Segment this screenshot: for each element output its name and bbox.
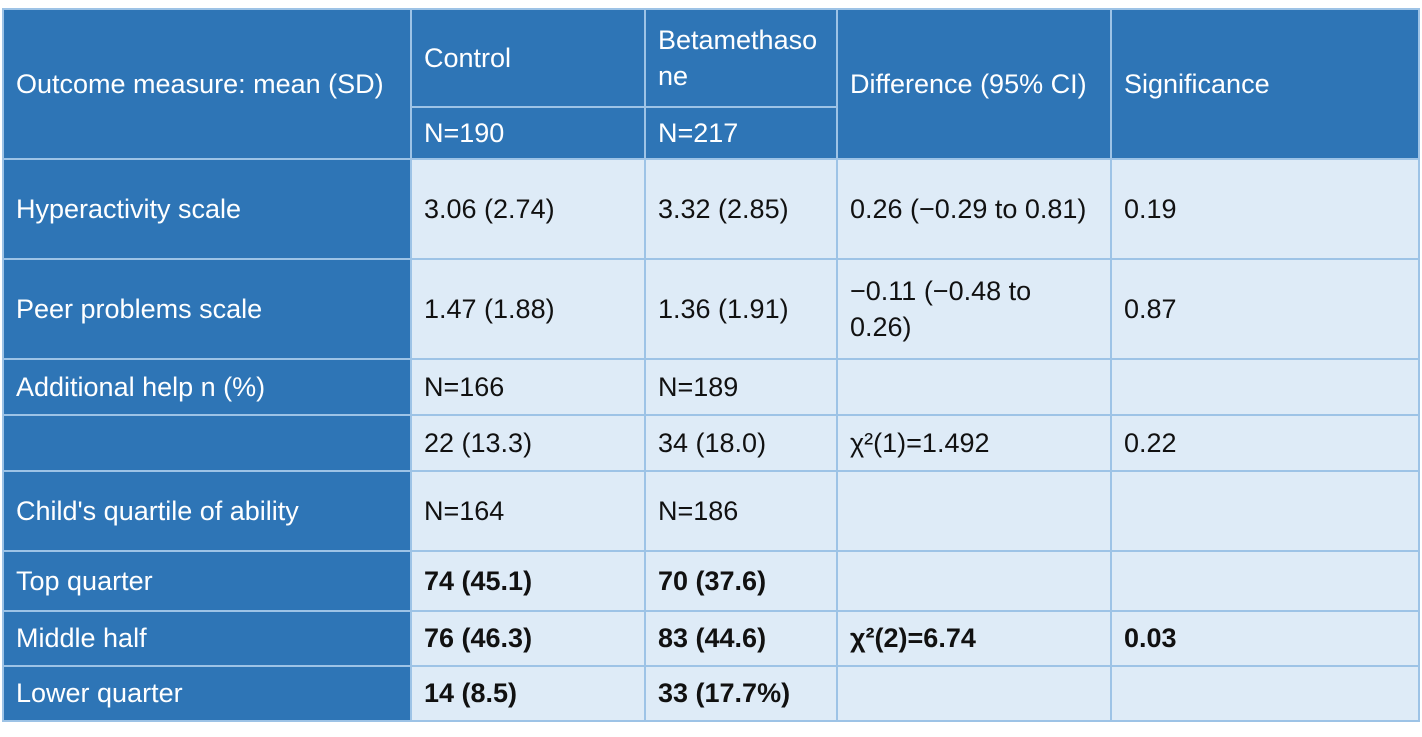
betamethasone-value: 70 (37.6) bbox=[646, 552, 836, 610]
header-row-groups: Outcome measure: mean (SD) Control Betam… bbox=[4, 10, 1418, 158]
control-value: 1.47 (1.88) bbox=[412, 260, 644, 358]
row-label: Lower quarter bbox=[4, 667, 410, 720]
control-value: 14 (8.5) bbox=[412, 667, 644, 720]
control-value: N=164 bbox=[412, 472, 644, 550]
difference-value bbox=[838, 667, 1110, 720]
significance-value: 0.87 bbox=[1112, 260, 1418, 358]
control-value: 3.06 (2.74) bbox=[412, 160, 644, 258]
difference-value: χ²(2)=6.74 bbox=[838, 612, 1110, 665]
table-row: Peer problems scale 1.47 (1.88) 1.36 (1.… bbox=[4, 260, 1418, 358]
header-control: Control bbox=[412, 10, 644, 106]
table-row: Top quarter 74 (45.1) 70 (37.6) bbox=[4, 552, 1418, 610]
significance-value bbox=[1112, 360, 1418, 414]
betamethasone-value: 33 (17.7%) bbox=[646, 667, 836, 720]
row-label bbox=[4, 416, 410, 470]
betamethasone-value: N=189 bbox=[646, 360, 836, 414]
control-value: 76 (46.3) bbox=[412, 612, 644, 665]
betamethasone-value: N=186 bbox=[646, 472, 836, 550]
significance-value bbox=[1112, 667, 1418, 720]
control-value: N=166 bbox=[412, 360, 644, 414]
row-label: Additional help n (%) bbox=[4, 360, 410, 414]
row-label: Hyperactivity scale bbox=[4, 160, 410, 258]
difference-value: 0.26 (−0.29 to 0.81) bbox=[838, 160, 1110, 258]
row-label: Peer problems scale bbox=[4, 260, 410, 358]
header-outcome-measure: Outcome measure: mean (SD) bbox=[4, 10, 410, 158]
row-label: Top quarter bbox=[4, 552, 410, 610]
header-row-n: N=190 N=217 bbox=[4, 108, 1418, 158]
table-row: Additional help n (%) N=166 N=189 bbox=[4, 360, 1418, 414]
difference-value: −0.11 (−0.48 to 0.26) bbox=[838, 260, 1110, 358]
significance-value bbox=[1112, 552, 1418, 610]
table-row: Hyperactivity scale 3.06 (2.74) 3.32 (2.… bbox=[4, 160, 1418, 258]
header-difference: Difference (95% CI) bbox=[838, 10, 1110, 158]
betamethasone-value: 3.32 (2.85) bbox=[646, 160, 836, 258]
table-row: Middle half 76 (46.3) 83 (44.6) χ²(2)=6.… bbox=[4, 612, 1418, 665]
difference-value bbox=[838, 472, 1110, 550]
betamethasone-value: 34 (18.0) bbox=[646, 416, 836, 470]
betamethasone-value: 1.36 (1.91) bbox=[646, 260, 836, 358]
control-value: 74 (45.1) bbox=[412, 552, 644, 610]
table-row: Child's quartile of ability N=164 N=186 bbox=[4, 472, 1418, 550]
row-label: Child's quartile of ability bbox=[4, 472, 410, 550]
row-label: Middle half bbox=[4, 612, 410, 665]
table-row: 22 (13.3) 34 (18.0) χ²(1)=1.492 0.22 bbox=[4, 416, 1418, 470]
header-betamethasone: Betamethasone bbox=[646, 10, 836, 106]
difference-value bbox=[838, 552, 1110, 610]
outcomes-table: Outcome measure: mean (SD) Control Betam… bbox=[2, 8, 1420, 722]
header-betamethasone-n: N=217 bbox=[646, 108, 836, 158]
significance-value bbox=[1112, 472, 1418, 550]
control-value: 22 (13.3) bbox=[412, 416, 644, 470]
significance-value: 0.22 bbox=[1112, 416, 1418, 470]
table-row: Lower quarter 14 (8.5) 33 (17.7%) bbox=[4, 667, 1418, 720]
significance-value: 0.03 bbox=[1112, 612, 1418, 665]
betamethasone-value: 83 (44.6) bbox=[646, 612, 836, 665]
difference-value bbox=[838, 360, 1110, 414]
slide-canvas: { "colors": { "header_bg": "#2E75B6", "c… bbox=[0, 8, 1422, 737]
significance-value: 0.19 bbox=[1112, 160, 1418, 258]
header-control-n: N=190 bbox=[412, 108, 644, 158]
header-significance: Significance bbox=[1112, 10, 1418, 158]
difference-value: χ²(1)=1.492 bbox=[838, 416, 1110, 470]
